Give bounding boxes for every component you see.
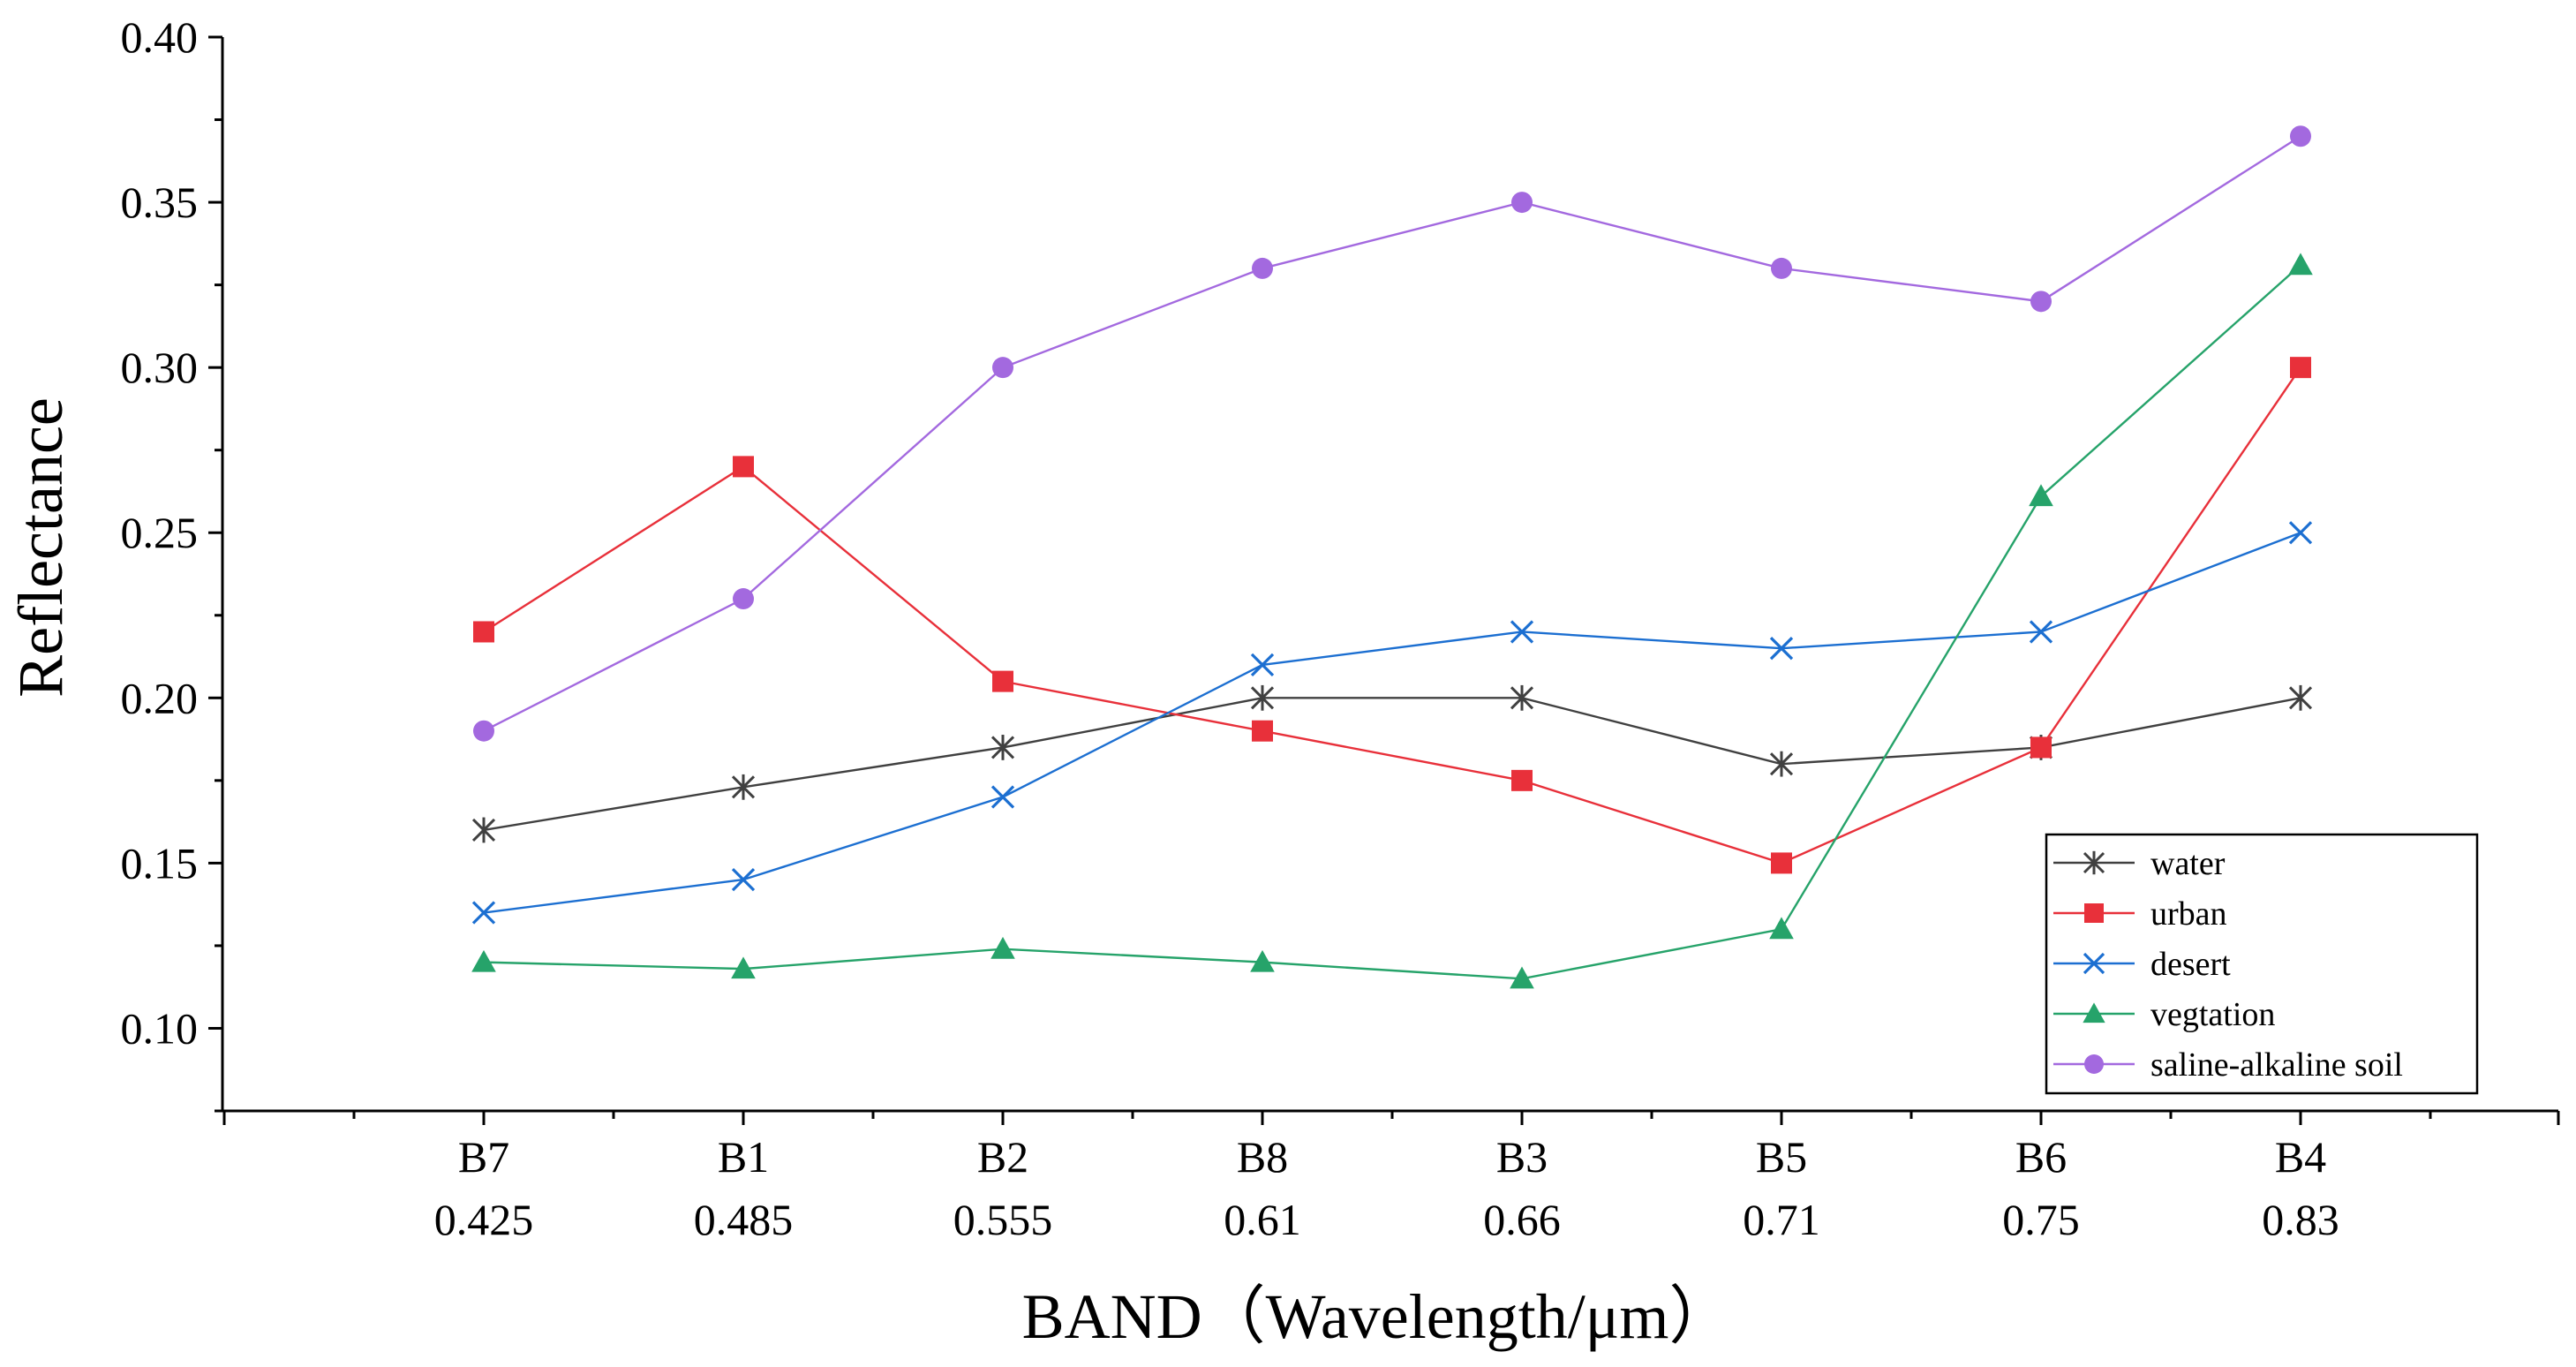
data-point-vegtation [2288,253,2313,276]
legend-marker-desert [2083,952,2105,975]
legend-marker-water [2083,850,2105,875]
series-saline-alkaline-soil [473,125,2311,742]
data-point-urban [992,670,1013,692]
data-point-desert [2029,620,2053,644]
data-point-desert [1250,653,1275,677]
x-axis-title: BAND（Wavelength/μm） [1022,1281,1733,1352]
series-line-urban [483,366,2301,865]
data-point-urban [2290,357,2311,379]
series-line-saline-alkaline-soil [483,135,2301,732]
data-point-water [1250,684,1275,711]
legend-marker-saline-alkaline-soil [2084,1054,2104,1074]
y-tick-label: 0.15 [121,838,199,887]
y-axis-title: Reflectance [5,397,76,698]
data-point-saline-alkaline-soil [1511,192,1533,214]
series-line-desert [483,532,2301,914]
data-point-saline-alkaline-soil [2290,125,2311,147]
x-tick-band-label: B3 [1496,1132,1548,1182]
axes [221,37,2558,1113]
data-point-urban [1252,720,1273,742]
data-point-water [471,817,496,843]
data-point-urban [733,456,754,478]
x-tick-wavelength-label: 0.66 [1483,1195,1561,1244]
y-tick-label: 0.30 [121,343,199,392]
data-point-vegtation [471,949,496,972]
x-tick-band-label: B1 [718,1132,769,1182]
series-layer [471,125,2313,989]
data-point-desert [1769,637,1794,661]
data-point-desert [731,867,756,892]
data-point-saline-alkaline-soil [1771,257,1792,279]
y-tick-label: 0.35 [121,177,199,227]
data-point-water [731,774,756,800]
series-water [471,684,2313,843]
x-tick-wavelength-label: 0.71 [1743,1195,1820,1244]
data-point-water [2288,684,2313,711]
x-tick-band-label: B8 [1237,1132,1288,1182]
y-tick-label: 0.10 [121,1003,199,1053]
data-point-urban [1511,769,1533,791]
data-point-water [990,735,1015,760]
data-point-desert [1510,620,1534,644]
data-point-saline-alkaline-soil [2030,291,2052,313]
data-point-vegtation [1250,949,1275,972]
legend-label-urban: urban [2150,895,2227,933]
x-tick-wavelength-label: 0.83 [2262,1195,2339,1244]
data-point-saline-alkaline-soil [992,357,1013,379]
x-tick-band-label: B4 [2275,1132,2326,1182]
data-point-water [1769,751,1794,777]
series-line-water [483,697,2301,832]
legend-marker-urban [2084,903,2104,923]
x-tick-wavelength-label: 0.425 [434,1195,534,1244]
legend-marker-vegtation [2083,1002,2105,1023]
legend-label-vegtation: vegtation [2150,996,2275,1033]
y-tick-label: 0.25 [121,508,199,557]
x-tick-band-label: B6 [2015,1132,2067,1182]
data-point-urban [2030,736,2052,759]
data-point-vegtation [2029,484,2053,507]
y-tick-label: 0.40 [121,12,199,62]
series-line-vegtation [483,264,2301,980]
y-tick-label: 0.20 [121,673,199,722]
series-urban [473,357,2311,874]
data-point-saline-alkaline-soil [733,588,754,610]
data-point-desert [471,901,496,925]
legend-label-desert: desert [2150,946,2231,983]
x-ticks: B7 0.425 B1 0.485 B2 0.555 B8 0.61 B3 0.66 B5 0.71 B… [222,1111,2560,1244]
x-tick-band-label: B7 [458,1132,509,1182]
data-point-saline-alkaline-soil [1252,257,1273,279]
data-point-urban [473,621,494,643]
data-point-saline-alkaline-soil [473,720,494,742]
data-point-urban [1771,852,1792,874]
y-ticks: 0.10 0.15 0.20 0.25 0.30 0.35 0.40 [121,12,222,1113]
x-tick-band-label: B5 [1756,1132,1807,1182]
data-point-desert [990,785,1015,809]
legend-label-saline-alkaline-soil: saline-alkaline soil [2150,1046,2403,1084]
x-tick-wavelength-label: 0.61 [1224,1195,1301,1244]
data-point-desert [2288,521,2313,545]
x-tick-wavelength-label: 0.555 [953,1195,1053,1244]
legend: water urban desert vegtation saline-alkaline… [2045,833,2479,1095]
x-tick-band-label: B2 [977,1132,1028,1182]
x-tick-wavelength-label: 0.485 [694,1195,794,1244]
series-desert [471,521,2313,925]
data-point-vegtation [731,956,756,979]
data-point-vegtation [1769,917,1794,940]
x-tick-wavelength-label: 0.75 [2002,1195,2080,1244]
data-point-vegtation [1510,966,1534,989]
series-vegtation [471,253,2313,989]
legend-label-water: water [2150,845,2226,882]
data-point-vegtation [990,936,1015,959]
data-point-water [1510,684,1534,711]
